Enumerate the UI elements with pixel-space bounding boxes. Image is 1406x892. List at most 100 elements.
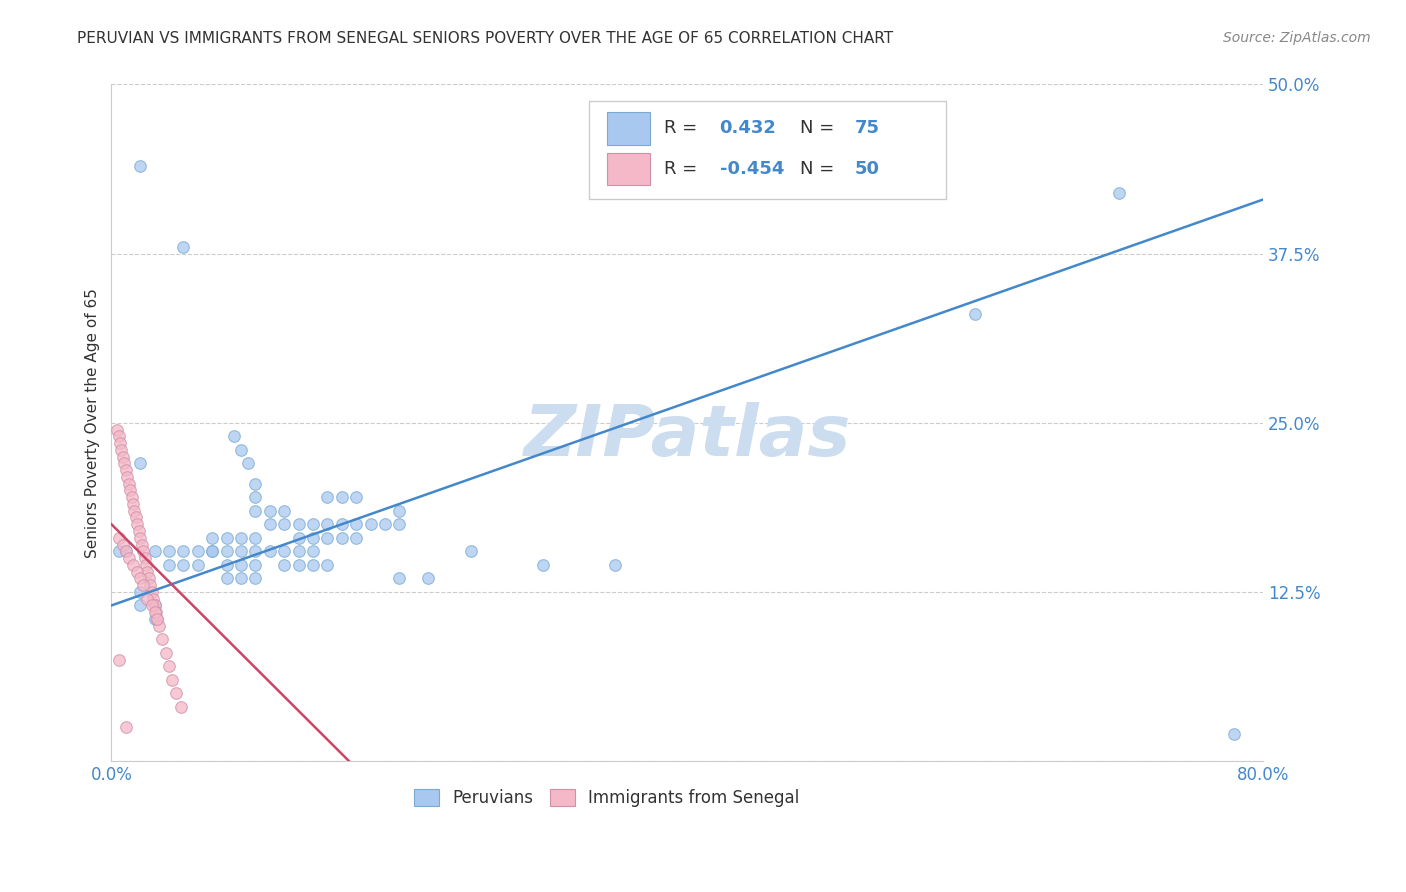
Point <box>157 558 180 572</box>
Point <box>229 531 252 545</box>
Point <box>418 571 440 585</box>
Point <box>302 517 325 532</box>
Point <box>172 544 194 558</box>
Text: ZIPatlas: ZIPatlas <box>523 401 851 471</box>
Point <box>129 585 152 599</box>
Point <box>201 531 224 545</box>
Text: N =: N = <box>800 160 841 178</box>
Point <box>330 531 353 545</box>
Point <box>129 456 152 470</box>
Point <box>302 544 325 558</box>
Point <box>114 544 136 558</box>
Point <box>111 537 134 551</box>
Point <box>169 700 191 714</box>
Bar <box>606 153 651 186</box>
Point <box>138 571 160 585</box>
Point <box>531 558 554 572</box>
Point <box>132 544 155 558</box>
Point <box>150 632 173 647</box>
Point <box>222 429 245 443</box>
Point <box>125 510 148 524</box>
Point <box>107 429 129 443</box>
Point <box>136 591 159 606</box>
Point <box>155 646 177 660</box>
Point <box>129 599 152 613</box>
Point <box>287 544 309 558</box>
Point <box>316 531 339 545</box>
Point <box>229 442 252 457</box>
Point <box>460 544 482 558</box>
Text: 75: 75 <box>855 120 879 137</box>
Point <box>131 537 153 551</box>
Point <box>143 599 166 613</box>
Point <box>344 531 367 545</box>
Point <box>344 517 367 532</box>
Legend: Peruvians, Immigrants from Senegal: Peruvians, Immigrants from Senegal <box>408 782 806 814</box>
Point <box>127 517 149 532</box>
Point <box>107 531 129 545</box>
Text: N =: N = <box>800 120 841 137</box>
Point <box>127 565 149 579</box>
Point <box>112 456 135 470</box>
Point <box>245 490 267 504</box>
Bar <box>606 112 651 145</box>
Point <box>129 571 152 585</box>
Point <box>374 517 396 532</box>
Point <box>117 470 139 484</box>
Point <box>229 558 252 572</box>
Point <box>1108 186 1130 200</box>
Point <box>245 544 267 558</box>
Point <box>1223 727 1246 741</box>
Point <box>122 497 145 511</box>
Point <box>316 517 339 532</box>
Text: 50: 50 <box>855 160 879 178</box>
Point <box>388 571 411 585</box>
Point <box>273 504 295 518</box>
Point <box>245 558 267 572</box>
Point <box>215 531 238 545</box>
Point <box>108 436 131 450</box>
Point <box>965 308 987 322</box>
Point <box>107 652 129 666</box>
Point <box>388 517 411 532</box>
Point <box>287 517 309 532</box>
Point <box>245 571 267 585</box>
Point <box>143 599 166 613</box>
Point <box>146 612 169 626</box>
Point <box>145 605 167 619</box>
Text: Source: ZipAtlas.com: Source: ZipAtlas.com <box>1223 31 1371 45</box>
Point <box>157 659 180 673</box>
Point <box>302 558 325 572</box>
Point <box>114 720 136 734</box>
Point <box>259 504 281 518</box>
Point <box>330 490 353 504</box>
Point <box>160 673 183 687</box>
Point <box>215 571 238 585</box>
Point <box>245 504 267 518</box>
Point <box>172 558 194 572</box>
Point <box>172 240 194 254</box>
Point <box>215 558 238 572</box>
Point <box>111 450 134 464</box>
Point <box>120 483 142 498</box>
Point <box>259 544 281 558</box>
Point <box>142 591 165 606</box>
Point <box>110 442 132 457</box>
Point <box>146 612 169 626</box>
Point <box>215 544 238 558</box>
Point <box>238 456 260 470</box>
Point <box>273 517 295 532</box>
Point <box>139 578 162 592</box>
Text: R =: R = <box>664 160 703 178</box>
Text: 0.432: 0.432 <box>720 120 776 137</box>
Point <box>141 585 163 599</box>
Point <box>148 619 170 633</box>
Text: -0.454: -0.454 <box>720 160 785 178</box>
Point <box>141 599 163 613</box>
Point <box>132 578 155 592</box>
Point <box>287 558 309 572</box>
Point <box>118 551 141 566</box>
Point <box>273 544 295 558</box>
Point <box>124 504 146 518</box>
Point <box>229 544 252 558</box>
